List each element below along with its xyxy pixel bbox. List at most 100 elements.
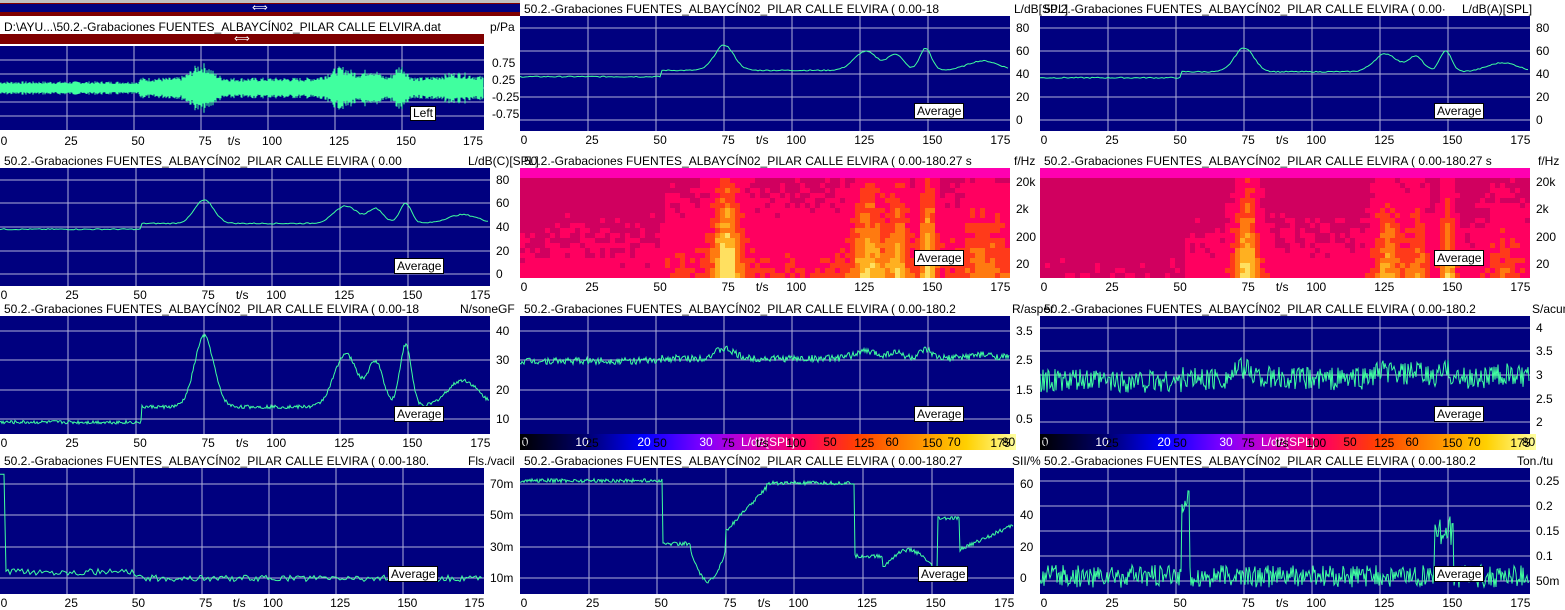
- spectrogram-cell: [1355, 263, 1361, 269]
- spectrogram-cell: [935, 198, 941, 204]
- spectrogram-cell: [920, 223, 926, 229]
- spectrogram-cell: [1270, 233, 1276, 239]
- spectrogram-cell: [720, 173, 726, 179]
- spectrogram-cell: [1370, 238, 1376, 244]
- spectrogram-cell: [1065, 183, 1071, 189]
- spectrogram-cell: [895, 173, 901, 179]
- spectrogram-cell: [1045, 198, 1051, 204]
- spectrogram-cell: [1160, 193, 1166, 199]
- spectrogram-cell: [620, 208, 626, 214]
- spectrogram-cell: [715, 203, 721, 209]
- left-right-arrow-icon[interactable]: ⟺: [252, 2, 268, 14]
- scrollbar-thumb[interactable]: [0, 0, 520, 3]
- spectrogram-cell: [1105, 263, 1111, 269]
- panel-title: 50.2.-Grabaciones FUENTES_ALBAYCÍN02_PIL…: [1044, 154, 1492, 168]
- y-tick-label: 0: [1016, 113, 1023, 127]
- spectrogram-cell: [865, 178, 871, 184]
- spectrogram-cell: [1000, 208, 1006, 214]
- plot-area[interactable]: [1040, 168, 1530, 278]
- spectrogram-cell: [770, 268, 776, 274]
- spectrogram-cell: [1295, 243, 1301, 249]
- spectrogram-cell: [1360, 188, 1366, 194]
- spectrogram-cell: [665, 238, 671, 244]
- spectrogram-cell: [1385, 253, 1391, 259]
- spectrogram-cell: [545, 168, 551, 174]
- spectrogram-cell: [635, 213, 641, 219]
- spectrogram-cell: [1490, 243, 1496, 249]
- spectrogram-cell: [585, 178, 591, 184]
- spectrogram-cell: [1500, 173, 1506, 179]
- spectrogram-cell: [1460, 223, 1466, 229]
- spectrogram-cell: [1300, 223, 1306, 229]
- spectrogram-cell: [1045, 168, 1051, 174]
- spectrogram-cell: [1315, 168, 1321, 174]
- x-tick-label: 175: [990, 280, 1011, 294]
- spectrogram-cell: [1385, 228, 1391, 234]
- spectrogram-cell: [775, 213, 781, 219]
- spectrogram-cell: [780, 263, 786, 269]
- spectrogram-cell: [1215, 168, 1221, 174]
- spectrogram-cell: [820, 238, 826, 244]
- spectrogram-cell: [1195, 268, 1201, 274]
- spectrogram-cell: [830, 208, 836, 214]
- spectrogram-cell: [1240, 263, 1246, 269]
- spectrogram-cell: [915, 183, 921, 189]
- spectrogram-cell: [1310, 198, 1316, 204]
- spectrogram-cell: [1515, 208, 1521, 214]
- spectrogram-cell: [1455, 213, 1461, 219]
- spectrogram-cell: [1130, 223, 1136, 229]
- spectrogram-cell: [845, 183, 851, 189]
- spectrogram-cell: [1325, 228, 1331, 234]
- spectrogram-cell: [1450, 173, 1456, 179]
- zoom-bar[interactable]: ⟺: [0, 33, 484, 45]
- spectrogram-cell: [805, 178, 811, 184]
- spectrogram-cell: [1340, 168, 1346, 174]
- spectrogram-cell: [1390, 253, 1396, 259]
- waveform-plot[interactable]: [0, 46, 484, 130]
- spectrogram-cell: [810, 238, 816, 244]
- spectrogram-cell: [595, 168, 601, 174]
- spectrogram-cell: [1155, 218, 1161, 224]
- spectrogram-cell: [790, 268, 796, 274]
- spectrogram-cell: [1320, 273, 1326, 278]
- spectrogram-cell: [1325, 188, 1331, 194]
- time-scrollbar[interactable]: ⟺: [0, 0, 520, 16]
- spectrogram-cell: [760, 183, 766, 189]
- spectrogram-cell: [1290, 273, 1296, 278]
- spectrogram-cell: [1470, 268, 1476, 274]
- spectrogram-cell: [835, 193, 841, 199]
- spectrogram-cell: [1150, 208, 1156, 214]
- spectrogram-cell: [1515, 233, 1521, 239]
- spectrogram-cell: [615, 263, 621, 269]
- spectrogram-cell: [920, 198, 926, 204]
- plot-area[interactable]: [1040, 16, 1530, 131]
- spectrogram-cell: [785, 273, 791, 278]
- spectrogram-cell: [1195, 198, 1201, 204]
- spectrogram-cell: [1155, 213, 1161, 219]
- spectrogram-cell: [835, 233, 841, 239]
- spectrogram-cell: [1260, 188, 1266, 194]
- plot-area[interactable]: [520, 168, 1010, 278]
- spectrogram-cell: [1295, 223, 1301, 229]
- spectrogram-cell: [1505, 253, 1511, 259]
- spectrogram-cell: [620, 238, 626, 244]
- spectrogram-cell: [1475, 168, 1481, 174]
- spectrogram-cell: [1270, 273, 1276, 278]
- spectrogram-cell: [1335, 178, 1341, 184]
- spectrogram-cell: [695, 243, 701, 249]
- spectrogram-cell: [1060, 238, 1066, 244]
- spectrogram-cell: [1315, 233, 1321, 239]
- spectrogram-cell: [1385, 203, 1391, 209]
- spectrogram-cell: [1110, 268, 1116, 274]
- spectrogram-cell: [1145, 218, 1151, 224]
- spectrogram-cell: [1360, 243, 1366, 249]
- left-right-arrow-icon[interactable]: ⟺: [234, 33, 250, 45]
- spectrogram-cell: [1315, 178, 1321, 184]
- spectrogram-cell: [1300, 258, 1306, 264]
- spectrogram-cell: [1455, 203, 1461, 209]
- spectrogram-cell: [740, 168, 746, 174]
- spectrogram-cell: [995, 238, 1001, 244]
- spectrogram-cell: [985, 253, 991, 259]
- spectrogram-cell: [860, 253, 866, 259]
- spectrogram-cell: [1045, 253, 1051, 259]
